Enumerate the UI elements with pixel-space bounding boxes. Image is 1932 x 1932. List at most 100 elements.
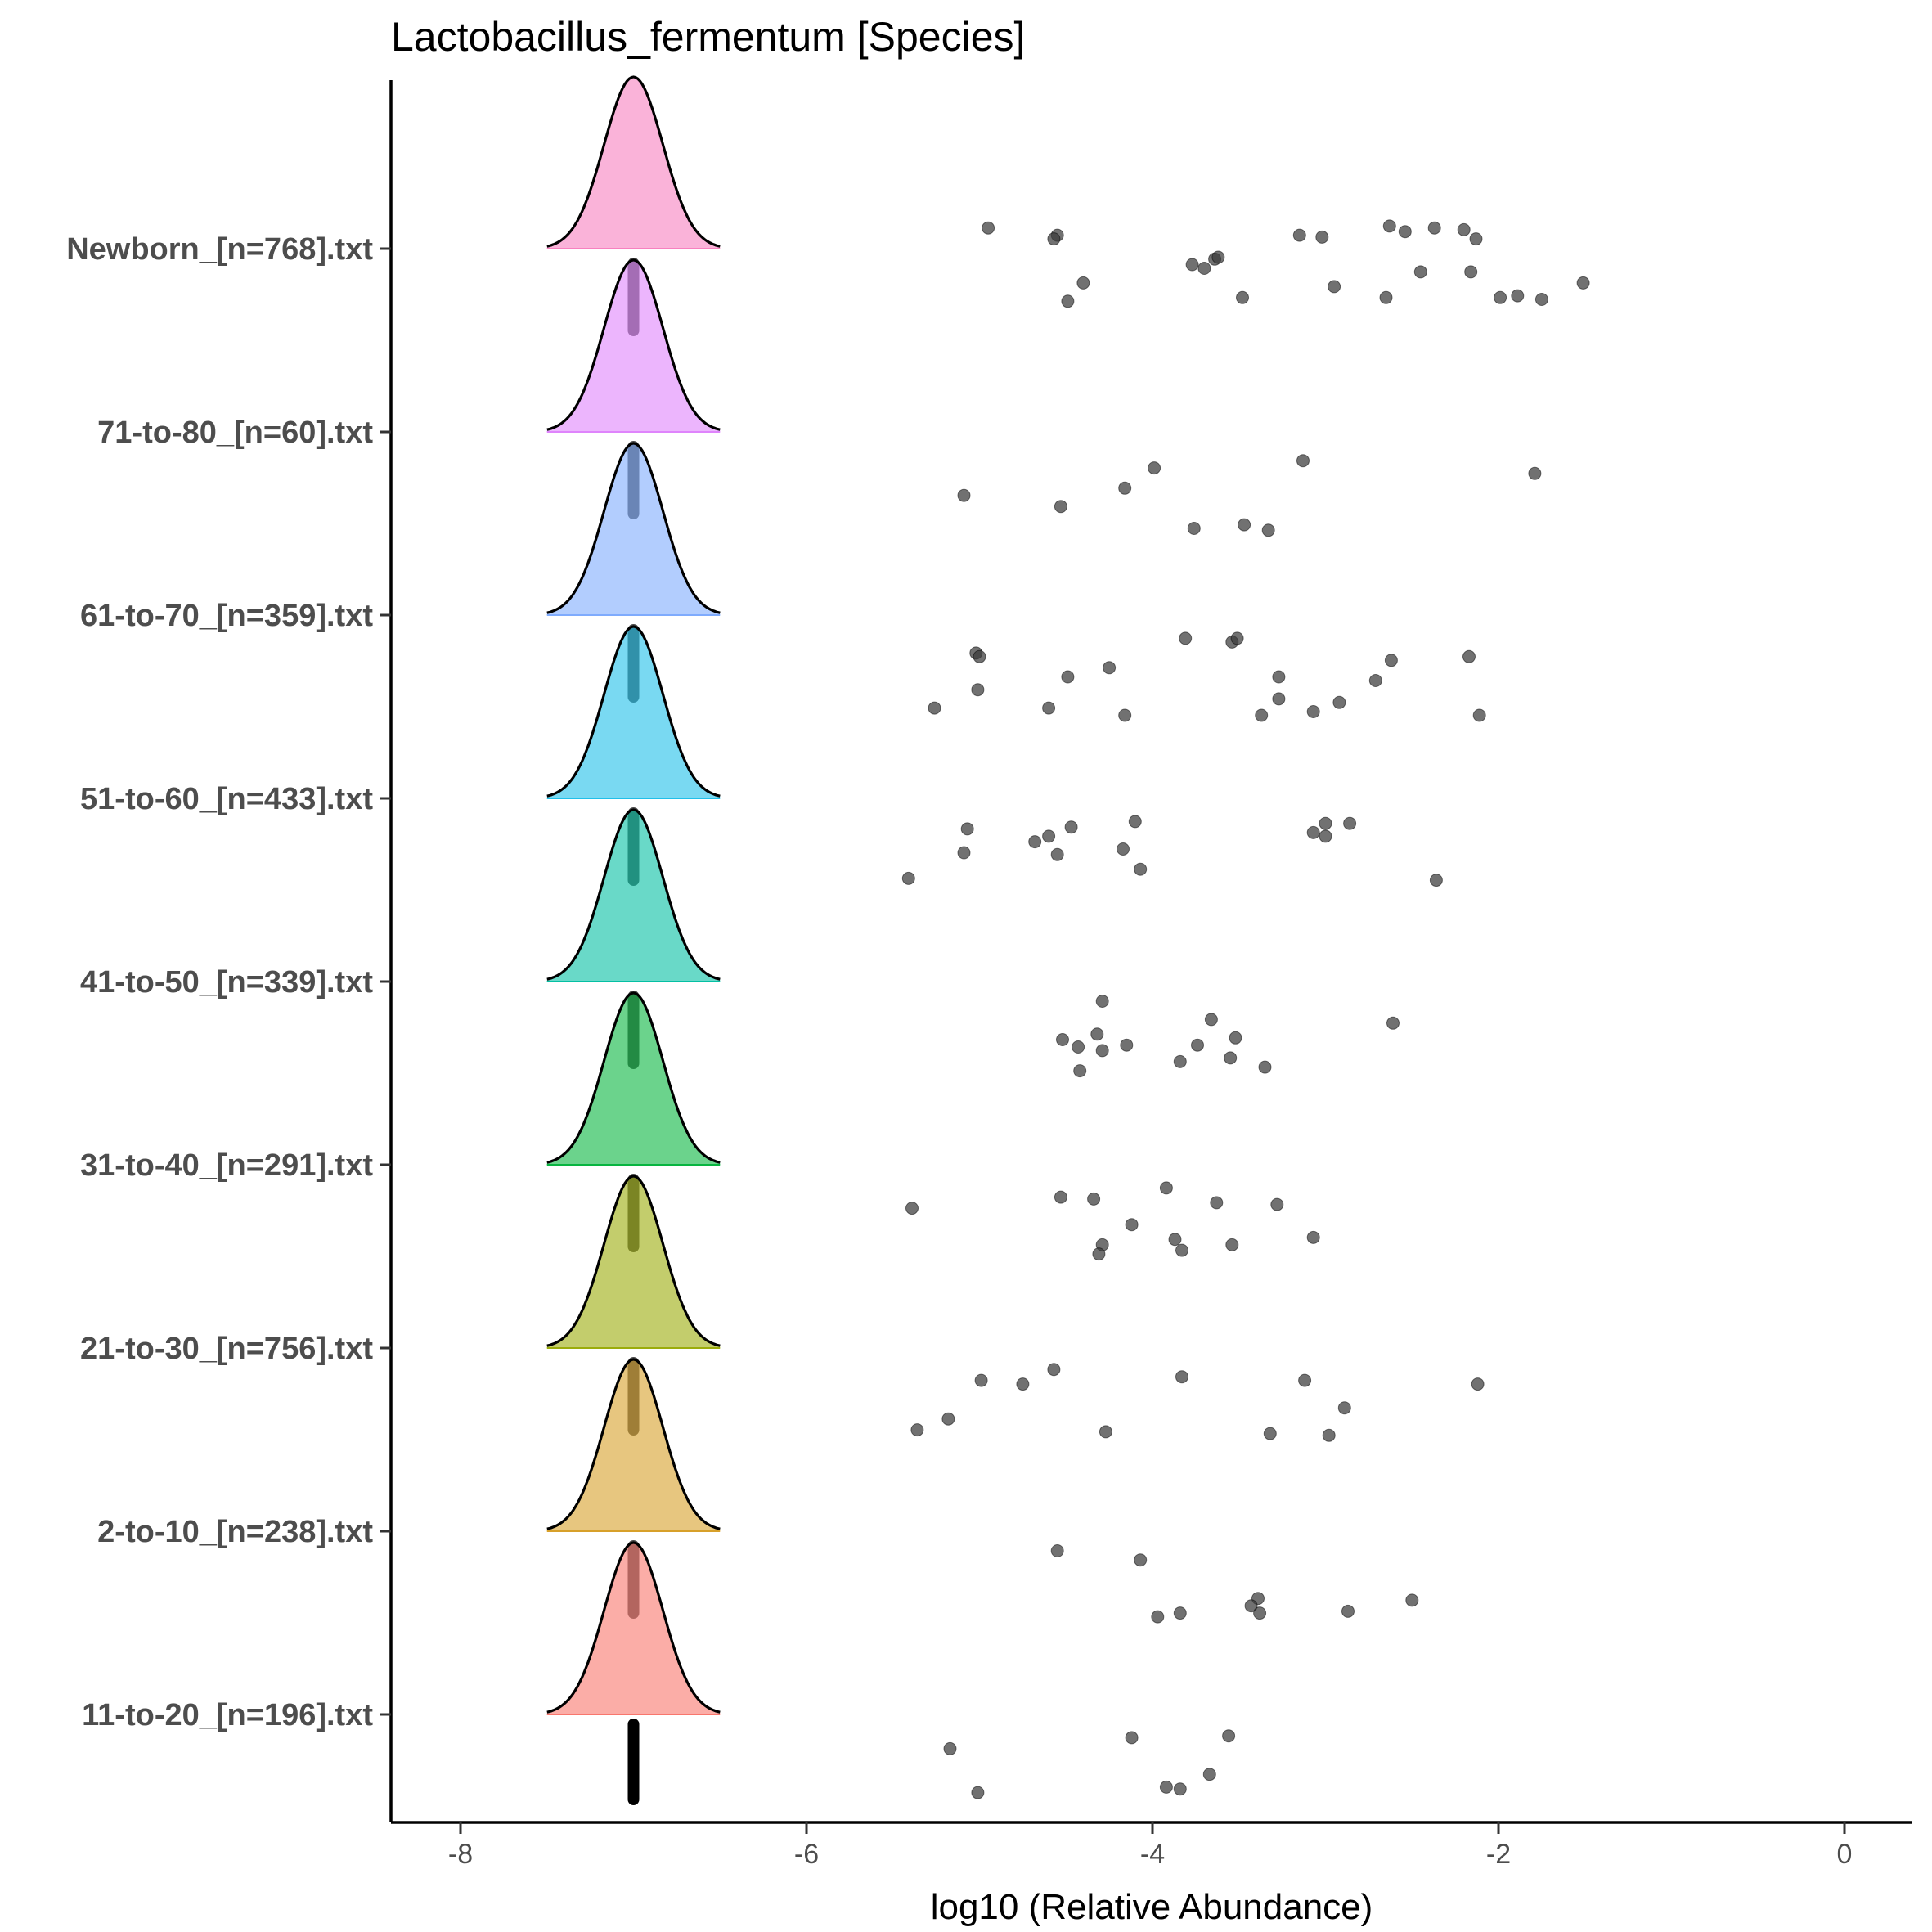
data-point: [1244, 1599, 1258, 1613]
data-point: [1296, 454, 1310, 468]
data-point: [1306, 705, 1320, 718]
data-point: [1125, 1731, 1139, 1745]
data-point: [910, 1423, 924, 1437]
data-point: [1398, 225, 1412, 239]
data-point: [1272, 692, 1286, 706]
data-point: [1225, 1238, 1239, 1251]
data-point: [1047, 232, 1061, 246]
data-point: [1173, 1054, 1187, 1068]
density-outline-2-to-10-n-238-txt: [546, 1358, 721, 1530]
data-point: [1090, 1027, 1104, 1041]
data-point: [1306, 1230, 1320, 1244]
data-point: [1159, 1780, 1173, 1794]
x-tick-label: -2: [1486, 1839, 1511, 1870]
data-point: [1092, 1247, 1106, 1261]
data-point: [928, 701, 941, 715]
ridge-groups: [546, 75, 1590, 1805]
data-point: [1118, 708, 1132, 722]
group-2-to-10-n-238-txt: [546, 1358, 1419, 1624]
data-point: [1469, 232, 1483, 246]
data-point: [1173, 1782, 1187, 1796]
data-point: [901, 871, 915, 885]
data-point: [1054, 500, 1067, 514]
x-tick-label: 0: [1837, 1839, 1853, 1870]
data-point: [1405, 1593, 1419, 1607]
density-outline-71-to-80-n-60-txt: [546, 258, 721, 431]
density-outline-51-to-60-n-433-txt: [546, 625, 721, 798]
data-point: [1236, 290, 1249, 304]
data-point: [1028, 835, 1042, 849]
data-point: [1429, 874, 1443, 887]
data-point: [1471, 1377, 1485, 1391]
group-newborn-n-768-txt: [546, 75, 1590, 336]
data-point: [1042, 829, 1056, 843]
group-31-to-40-n-291-txt: [546, 991, 1320, 1261]
data-point: [1095, 995, 1109, 1008]
data-point: [1427, 221, 1441, 235]
density-fill-51-to-60-n-433-txt: [546, 627, 721, 798]
data-point: [1263, 1427, 1277, 1440]
data-point: [1528, 466, 1542, 480]
density-outline-61-to-70-n-359-txt: [546, 442, 721, 614]
data-point: [1056, 1033, 1069, 1046]
density-outline-31-to-40-n-291-txt: [546, 991, 721, 1164]
y-tick-label: 41-to-50_[n=339].txt: [80, 965, 373, 1000]
data-point: [1222, 1729, 1236, 1743]
y-tick-label: 21-to-30_[n=756].txt: [80, 1332, 373, 1366]
data-point: [1118, 481, 1132, 495]
data-point: [1095, 1044, 1109, 1058]
y-tick-label: 71-to-80_[n=60].txt: [97, 416, 373, 450]
data-point: [1128, 815, 1142, 829]
y-tick-label: 2-to-10_[n=238].txt: [97, 1515, 373, 1549]
data-point: [1064, 820, 1078, 834]
data-point: [1261, 523, 1275, 537]
density-outline-newborn-n-768-txt: [546, 75, 721, 248]
data-point: [1087, 1192, 1101, 1206]
density-fill-31-to-40-n-291-txt: [546, 993, 721, 1165]
data-point: [1253, 1606, 1267, 1620]
density-fill-2-to-10-n-238-txt: [546, 1359, 721, 1531]
group-61-to-70-n-359-txt: [546, 442, 1486, 722]
data-point: [1337, 1401, 1351, 1415]
data-point: [1413, 265, 1427, 279]
data-point: [1050, 1544, 1064, 1557]
data-point: [1175, 1243, 1188, 1257]
data-point: [1511, 289, 1525, 303]
y-tick-label: 61-to-70_[n=359].txt: [80, 599, 373, 633]
group-41-to-50-n-339-txt: [546, 808, 1400, 1078]
data-point: [982, 221, 995, 235]
data-point: [1076, 276, 1090, 290]
data-point: [1134, 1553, 1148, 1567]
data-point: [1187, 522, 1201, 535]
data-point: [1103, 661, 1117, 675]
density-fill-61-to-70-n-359-txt: [546, 443, 721, 615]
data-point: [1322, 1428, 1336, 1442]
group-11-to-20-n-196-txt: [546, 1541, 1236, 1802]
data-point: [1125, 1218, 1139, 1232]
data-point: [1016, 1377, 1030, 1391]
data-point: [1173, 1606, 1187, 1620]
data-point: [1050, 847, 1064, 861]
data-point: [1464, 265, 1478, 279]
data-point: [1319, 816, 1332, 830]
data-point: [905, 1202, 919, 1215]
data-point: [1072, 1040, 1085, 1054]
data-point: [1343, 816, 1357, 830]
data-point: [1211, 250, 1225, 264]
data-point: [1306, 825, 1320, 839]
data-point: [1134, 862, 1148, 876]
data-point: [1202, 1768, 1216, 1781]
x-tick-label: -4: [1140, 1839, 1165, 1870]
data-point: [1159, 1181, 1173, 1195]
data-point: [1494, 290, 1507, 304]
data-point: [1457, 222, 1471, 236]
group-51-to-60-n-433-txt: [546, 625, 1443, 887]
data-point: [1117, 842, 1130, 856]
density-outline-11-to-20-n-196-txt: [546, 1541, 721, 1714]
data-point: [1185, 258, 1199, 272]
data-point: [1168, 1233, 1182, 1247]
data-point: [1341, 1604, 1355, 1618]
data-point: [1054, 1190, 1067, 1204]
data-point: [1210, 1196, 1224, 1210]
